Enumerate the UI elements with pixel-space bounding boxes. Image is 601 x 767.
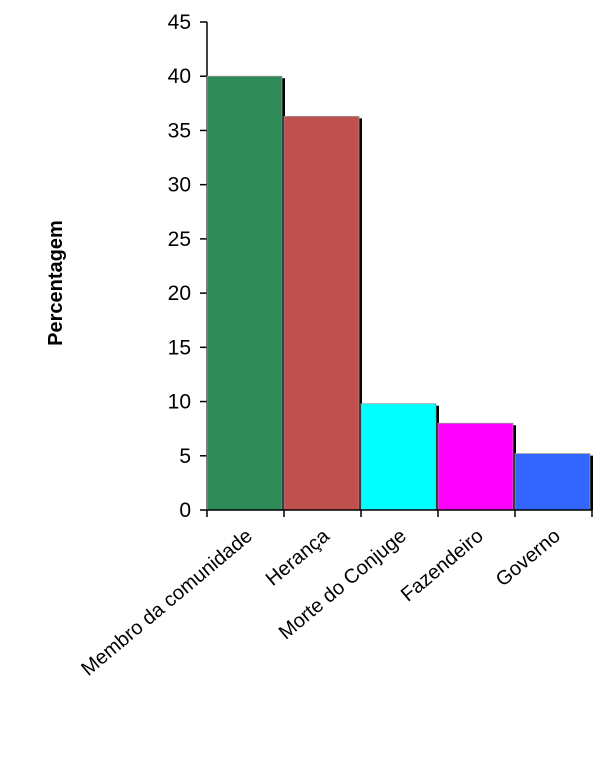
bar-shadow bbox=[358, 118, 362, 510]
bar bbox=[514, 453, 591, 511]
bar-shadow bbox=[589, 455, 593, 510]
y-tick-label: 25 bbox=[168, 228, 191, 251]
bar bbox=[360, 403, 437, 511]
bar-shadow bbox=[281, 78, 285, 510]
bar bbox=[437, 422, 514, 511]
x-category-label: Fazendeiro bbox=[397, 525, 488, 606]
x-category-label: Membro da comunidade bbox=[77, 525, 256, 680]
y-tick-label: 20 bbox=[168, 282, 191, 305]
x-category-label: Herança bbox=[262, 524, 335, 590]
y-tick-label: 30 bbox=[168, 174, 191, 197]
x-category-label: Governo bbox=[492, 525, 565, 591]
y-tick-label: 45 bbox=[168, 11, 191, 34]
y-tick-label: 35 bbox=[168, 119, 191, 142]
y-axis-title: Percentagem bbox=[45, 220, 67, 346]
x-category-label: Morte do Conjuge bbox=[275, 525, 411, 644]
bar bbox=[283, 115, 360, 511]
y-tick-label: 15 bbox=[168, 336, 191, 359]
y-tick-label: 5 bbox=[179, 445, 191, 468]
bar-shadow bbox=[435, 405, 439, 510]
y-tick-label: 0 bbox=[179, 499, 191, 522]
bar-shadow bbox=[512, 425, 516, 510]
y-tick-label: 10 bbox=[168, 391, 191, 414]
bar bbox=[206, 75, 283, 511]
y-tick-label: 40 bbox=[168, 65, 191, 88]
plot-area: 0 5 10 15 20 25 30 35 40 45 Membro da comunidade He… bbox=[77, 11, 593, 680]
